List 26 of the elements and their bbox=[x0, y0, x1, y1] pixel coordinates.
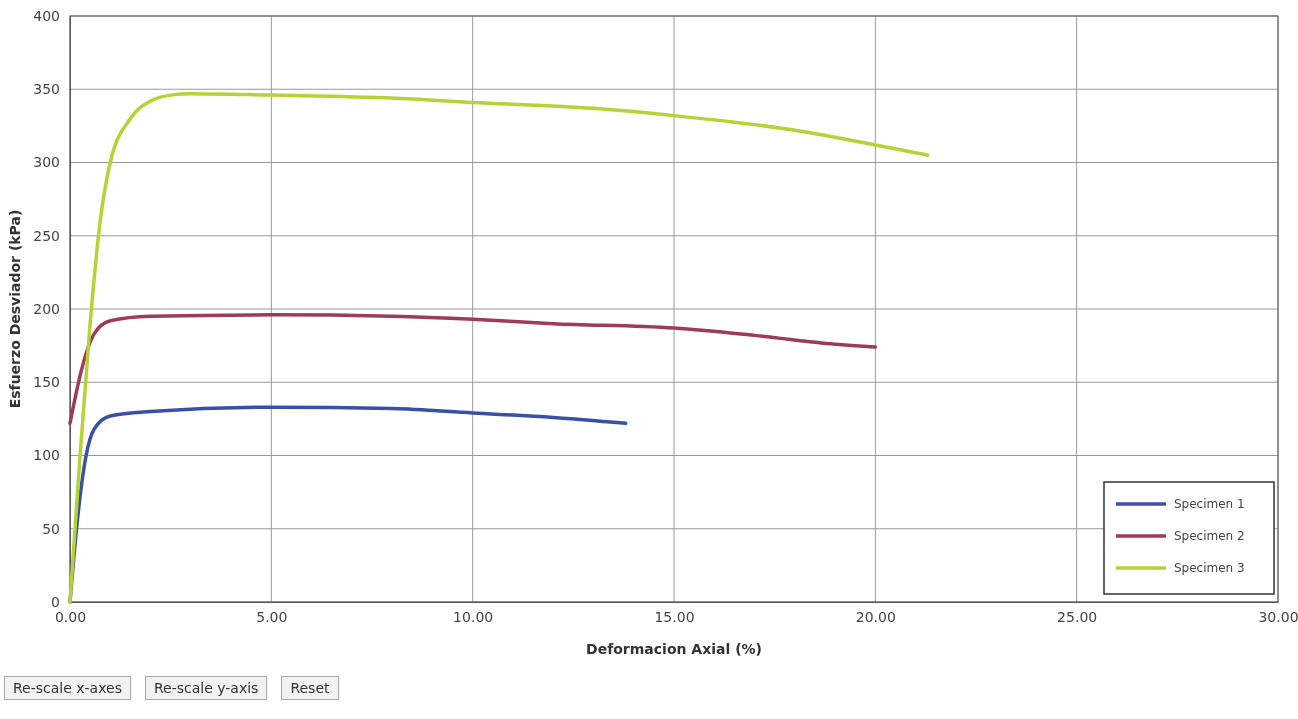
y-tick-label: 100 bbox=[33, 447, 60, 464]
line-series bbox=[68, 313, 878, 426]
y-tick-label: 300 bbox=[33, 154, 60, 171]
x-axis-title: Deformacion Axial (%) bbox=[586, 641, 762, 657]
x-tick-label: 15.00 bbox=[654, 608, 695, 625]
y-tick-label: 250 bbox=[33, 227, 60, 244]
y-tick-label: 400 bbox=[33, 7, 60, 24]
y-tick-label: 50 bbox=[42, 520, 60, 537]
x-tick-label: 25.00 bbox=[1057, 608, 1098, 625]
x-tick-label: 30.00 bbox=[1258, 608, 1298, 625]
legend-label: Specimen 3 bbox=[1174, 561, 1245, 575]
y-axis-title: Esfuerzo Desviador (kPa) bbox=[7, 209, 23, 409]
text: Re-scale y-axis bbox=[144, 676, 268, 700]
line-series bbox=[68, 91, 930, 604]
text: Re-scale x-axes bbox=[4, 676, 131, 700]
x-tick-label: 10.00 bbox=[453, 608, 494, 625]
y-tick-label: 0 bbox=[51, 593, 60, 610]
x-tick-label: 0.00 bbox=[54, 608, 87, 625]
text: Reset bbox=[281, 676, 339, 700]
y-tick-label: 150 bbox=[33, 374, 60, 391]
y-tick-label: 350 bbox=[33, 81, 60, 98]
y-tick-label: 200 bbox=[33, 300, 60, 317]
legend-label: Specimen 2 bbox=[1174, 529, 1245, 543]
x-tick-label: 20.00 bbox=[855, 608, 896, 625]
x-tick-label: 5.00 bbox=[256, 608, 288, 625]
legend-label: Specimen 1 bbox=[1174, 497, 1245, 511]
